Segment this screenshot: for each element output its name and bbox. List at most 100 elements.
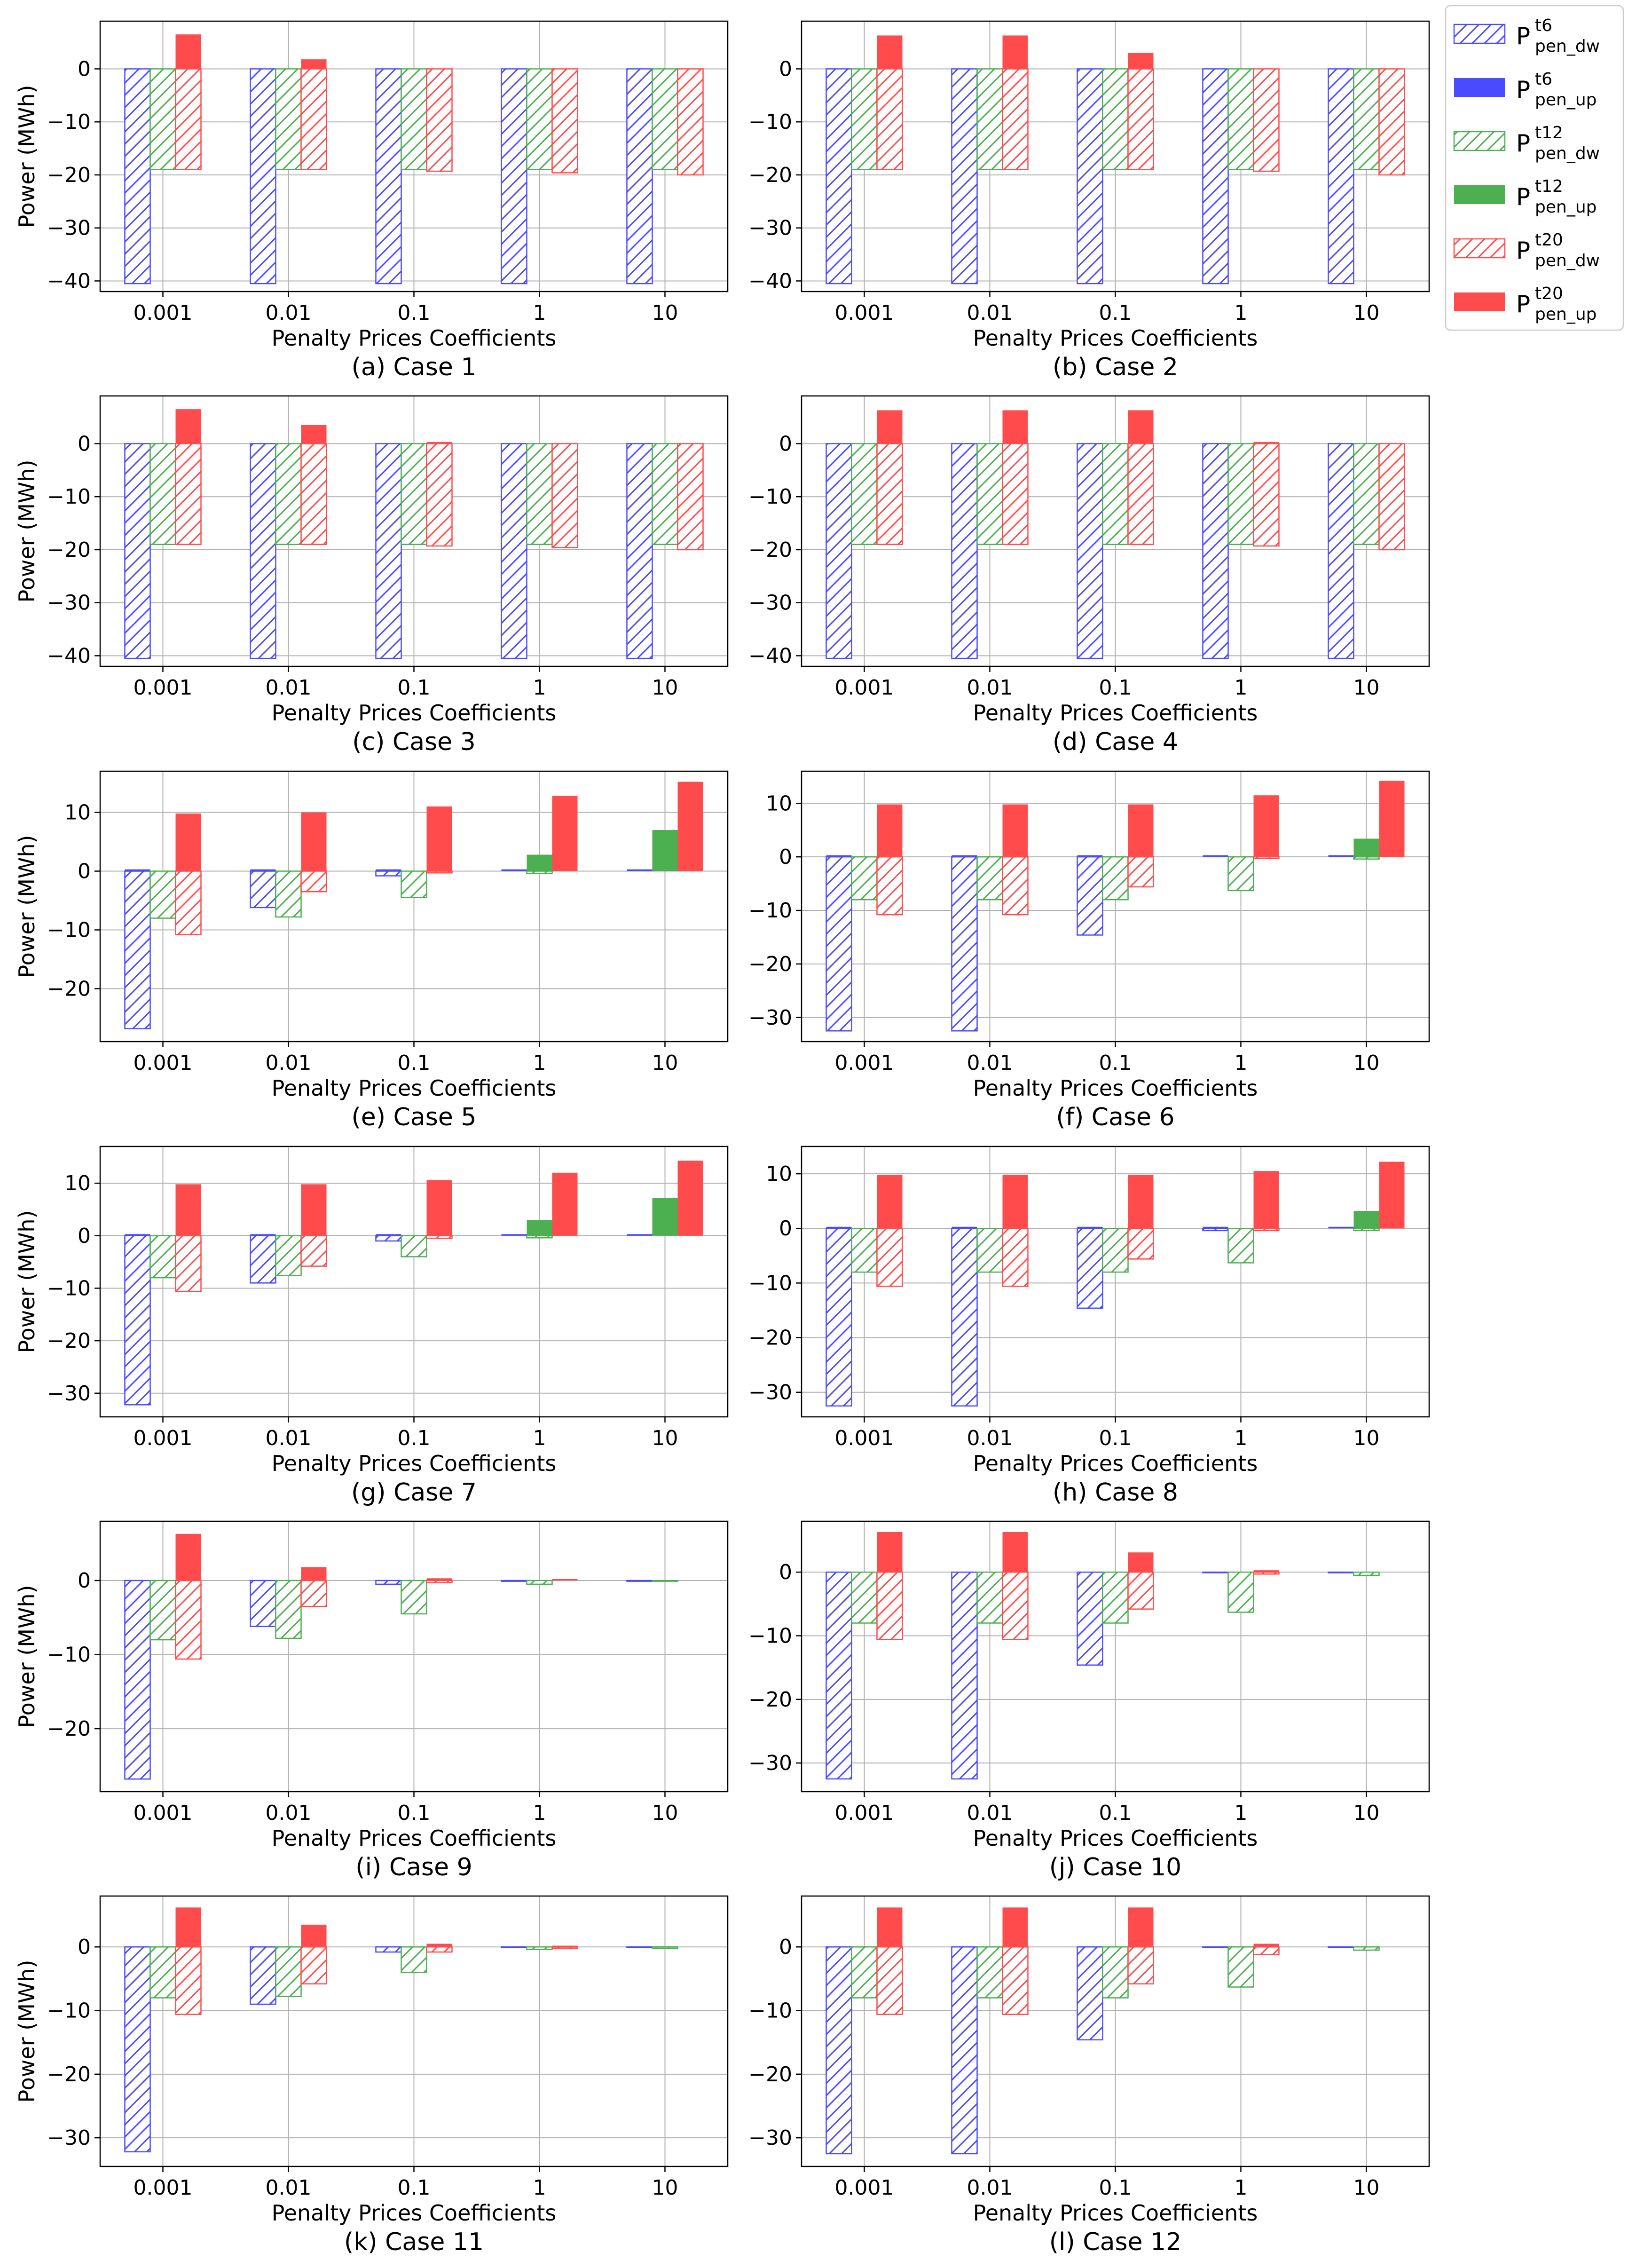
bar-t6-dw xyxy=(124,443,151,659)
y-tick-label: 10 xyxy=(64,801,91,825)
bar-t12-dw xyxy=(1227,1571,1254,1613)
panel-11: −30 −20 −10 0 0.001 0.01 0.1 1 10 Penalty Prices … xyxy=(14,1895,729,2256)
x-axis-label: Penalty Prices Coefficients xyxy=(272,1451,557,1476)
bar-t20-up xyxy=(301,812,327,871)
x-tick-label: 0.001 xyxy=(835,1801,894,1825)
bar-t20-dw xyxy=(876,856,903,916)
bar-t6-dw xyxy=(124,1580,151,1780)
bar-t12-dw xyxy=(652,1580,678,1582)
bar-t20-dw xyxy=(876,1227,903,1287)
bar-t20-up xyxy=(1128,1907,1154,1947)
x-tick-label: 10 xyxy=(1353,301,1380,325)
bar-t6-dw xyxy=(1077,1946,1103,2041)
bar-t6-up xyxy=(250,869,276,871)
bar-t20-up xyxy=(1253,1171,1279,1229)
bar-t20-up xyxy=(175,814,201,871)
x-tick-label: 0.01 xyxy=(967,301,1013,325)
x-axis-label: Penalty Prices Coefficients xyxy=(272,2200,557,2226)
x-tick-label: 0.001 xyxy=(134,1801,193,1825)
bar-t20-dw xyxy=(1253,1227,1280,1232)
bar-t20-up xyxy=(1253,795,1279,857)
bar-t20-up xyxy=(426,1180,452,1236)
y-tick-label: 0 xyxy=(78,432,91,456)
y-tick-label: −30 xyxy=(748,1751,792,1775)
bar-t12-dw xyxy=(1353,1571,1380,1576)
bar-t12-dw xyxy=(275,1580,302,1639)
y-tick-label: −10 xyxy=(47,918,91,942)
bar-t20-dw xyxy=(1253,443,1280,547)
bar-t20-dw xyxy=(175,1580,202,1660)
x-tick-label: 10 xyxy=(652,2176,678,2200)
x-tick-label: 0.1 xyxy=(1099,301,1132,325)
panel-caption: (j) Case 10 xyxy=(1049,1853,1182,1881)
legend-swatch-t6-dw xyxy=(1453,24,1506,44)
x-tick-label: 0.01 xyxy=(967,1051,1013,1075)
panel-caption: (b) Case 2 xyxy=(1053,353,1178,381)
bar-t20-up xyxy=(1253,442,1279,444)
x-axis-label: Penalty Prices Coefficients xyxy=(272,1825,557,1851)
x-tick-label: 0.01 xyxy=(967,1426,1013,1450)
x-tick-label: 0.001 xyxy=(134,2176,193,2200)
x-tick-label: 10 xyxy=(1353,2176,1380,2200)
y-tick-label: −40 xyxy=(47,644,91,668)
y-axis-label: Power (MWh) xyxy=(14,85,39,228)
bar-t20-up xyxy=(877,35,903,69)
bar-t6-dw xyxy=(501,443,527,659)
bar-t12-dw xyxy=(1102,1227,1129,1273)
bar-t20-dw xyxy=(1253,1946,1280,1955)
y-tick-label: −40 xyxy=(748,644,792,668)
legend-label-superscript: t20 xyxy=(1535,284,1563,303)
panel-caption: (k) Case 11 xyxy=(344,2228,484,2256)
x-tick-label: 1 xyxy=(533,2176,546,2200)
bar-t20-dw xyxy=(300,870,327,893)
legend-label-superscript: t6 xyxy=(1535,16,1552,35)
panel-8: −30 −20 −10 0 10 0.001 0.01 0.1 1 10 Penalty Price… xyxy=(748,1146,1430,1507)
legend-label-subscript: pen_up xyxy=(1535,305,1597,324)
x-tick-label: 10 xyxy=(652,1426,678,1450)
legend-label-subscript: pen_up xyxy=(1535,198,1597,217)
x-tick-label: 0.01 xyxy=(967,676,1013,700)
bar-t6-dw xyxy=(1328,443,1354,659)
bar-t6-dw xyxy=(1077,68,1103,284)
y-tick-label: 0 xyxy=(78,57,91,81)
bar-t12-up xyxy=(652,830,678,871)
x-tick-label: 0.01 xyxy=(266,1426,312,1450)
bar-t6-dw xyxy=(375,443,402,659)
panel-caption: (g) Case 7 xyxy=(351,1478,477,1507)
bar-t20-up xyxy=(677,782,703,871)
bar-t6-dw xyxy=(501,1580,527,1582)
y-tick-label: −10 xyxy=(748,1271,792,1295)
bar-t20-up xyxy=(877,1907,903,1947)
bar-t12-dw xyxy=(401,1946,427,1973)
bar-t20-dw xyxy=(1002,1571,1029,1640)
y-tick-label: −20 xyxy=(748,1326,792,1350)
bar-t6-up xyxy=(1203,1226,1228,1229)
bar-t20-dw xyxy=(1002,1946,1029,2015)
bar-t20-dw xyxy=(175,68,202,170)
y-tick-label: −20 xyxy=(748,1688,792,1712)
bar-t20-dw xyxy=(1378,443,1405,551)
y-tick-label: 10 xyxy=(766,1162,792,1186)
x-tick-label: 0.1 xyxy=(398,1426,431,1450)
y-tick-label: 0 xyxy=(779,1217,792,1241)
panel-7: −30 −20 −10 0 10 0.001 0.01 0.1 1 10 Penalty Price… xyxy=(14,1146,729,1507)
panel-4: −40 −30 −20 −10 0 0.001 0.01 0.1 1 10 Penalty Pric… xyxy=(748,395,1430,756)
bar-t12-dw xyxy=(976,856,1003,901)
x-tick-label: 10 xyxy=(652,1051,678,1075)
bar-t12-dw xyxy=(275,443,302,545)
bar-t12-dw xyxy=(1227,1227,1254,1264)
x-tick-label: 0.1 xyxy=(1099,1051,1132,1075)
x-tick-label: 0.01 xyxy=(967,2176,1013,2200)
bar-t6-up xyxy=(826,1226,852,1229)
bar-t6-dw xyxy=(375,1235,402,1242)
bar-t6-dw xyxy=(1202,443,1229,659)
bar-t20-dw xyxy=(876,1571,903,1640)
panel-10: −30 −20 −10 0 0.001 0.01 0.1 1 10 Penalty Prices … xyxy=(748,1520,1430,1881)
bar-t12-dw xyxy=(149,68,176,170)
bar-t20-dw xyxy=(876,68,903,170)
legend-swatch-t12-dw xyxy=(1453,131,1506,151)
x-tick-label: 1 xyxy=(1235,301,1248,325)
bar-t20-dw xyxy=(1002,856,1029,916)
